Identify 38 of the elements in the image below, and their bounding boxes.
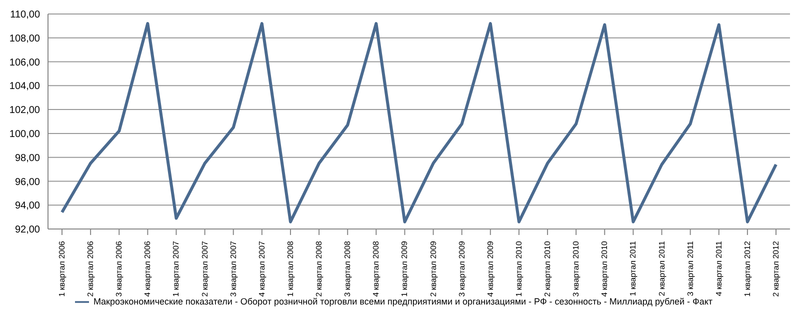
y-tick-label: 92,00 (14, 224, 40, 236)
x-tick-label: 1 квартал 2008 (286, 240, 295, 297)
x-tick-label: 3 квартал 2008 (343, 240, 352, 297)
y-tick-label: 102,00 (9, 105, 40, 116)
x-tick-label: 1 квартал 2010 (514, 240, 524, 297)
x-tick-label: 4 квартал 2010 (600, 240, 610, 297)
y-tick-label: 106,00 (9, 57, 40, 68)
x-tick-label: 2 квартал 2011 (657, 240, 666, 296)
x-tick-label: 4 квартал 2007 (257, 240, 266, 297)
x-tick-label: 1 квартал 2007 (172, 240, 181, 297)
x-tick-label: 1 квартал 2011 (628, 240, 638, 296)
x-tick-label: 3 квартал 2011 (686, 240, 695, 296)
y-tick-label: 100,00 (9, 128, 40, 140)
x-tick-label: 4 квартал 2009 (486, 240, 495, 297)
x-tick-label: 3 квартал 2006 (114, 240, 124, 297)
y-tick-label: 96,00 (14, 176, 40, 188)
x-tick-label: 4 квартал 2006 (143, 240, 152, 297)
x-tick-label: 2 квартал 2010 (543, 240, 552, 297)
x-tick-label: 3 квартал 2009 (457, 240, 466, 297)
x-tick-label: 2 квартал 2009 (428, 240, 438, 297)
x-tick-label: 2 квартал 2007 (200, 240, 210, 297)
x-tick-label: 4 квартал 2011 (714, 240, 724, 296)
y-tick-label: 98,00 (14, 152, 40, 164)
y-tick-label: 94,00 (14, 200, 40, 212)
y-tick-label: 108,00 (9, 33, 40, 44)
legend-label: Макроэкономические показатели - Оборот розничной торговли всеми предприятиями и организациями - РФ - сезонность - Миллиард рублей - Факт (93, 296, 713, 306)
x-tick-label: 2 квартал 2008 (314, 240, 324, 297)
x-tick-label: 2 квартал 2006 (86, 240, 96, 297)
x-tick-label: 1 квартал 2012 (742, 240, 752, 297)
x-tick-label: 1 квартал 2009 (400, 240, 410, 297)
line-series (60, 22, 778, 224)
x-tick-label: 2 квартал 2012 (772, 240, 780, 297)
y-tick-label: 110,00 (10, 10, 40, 21)
x-tick-label: 3 квартал 2010 (572, 240, 581, 297)
x-tick-label: 3 квартал 2007 (228, 240, 238, 297)
y-tick-label: 104,00 (9, 81, 40, 92)
x-tick-label: 4 квартал 2008 (372, 240, 381, 297)
x-tick-label: 1 квартал 2006 (58, 240, 66, 297)
